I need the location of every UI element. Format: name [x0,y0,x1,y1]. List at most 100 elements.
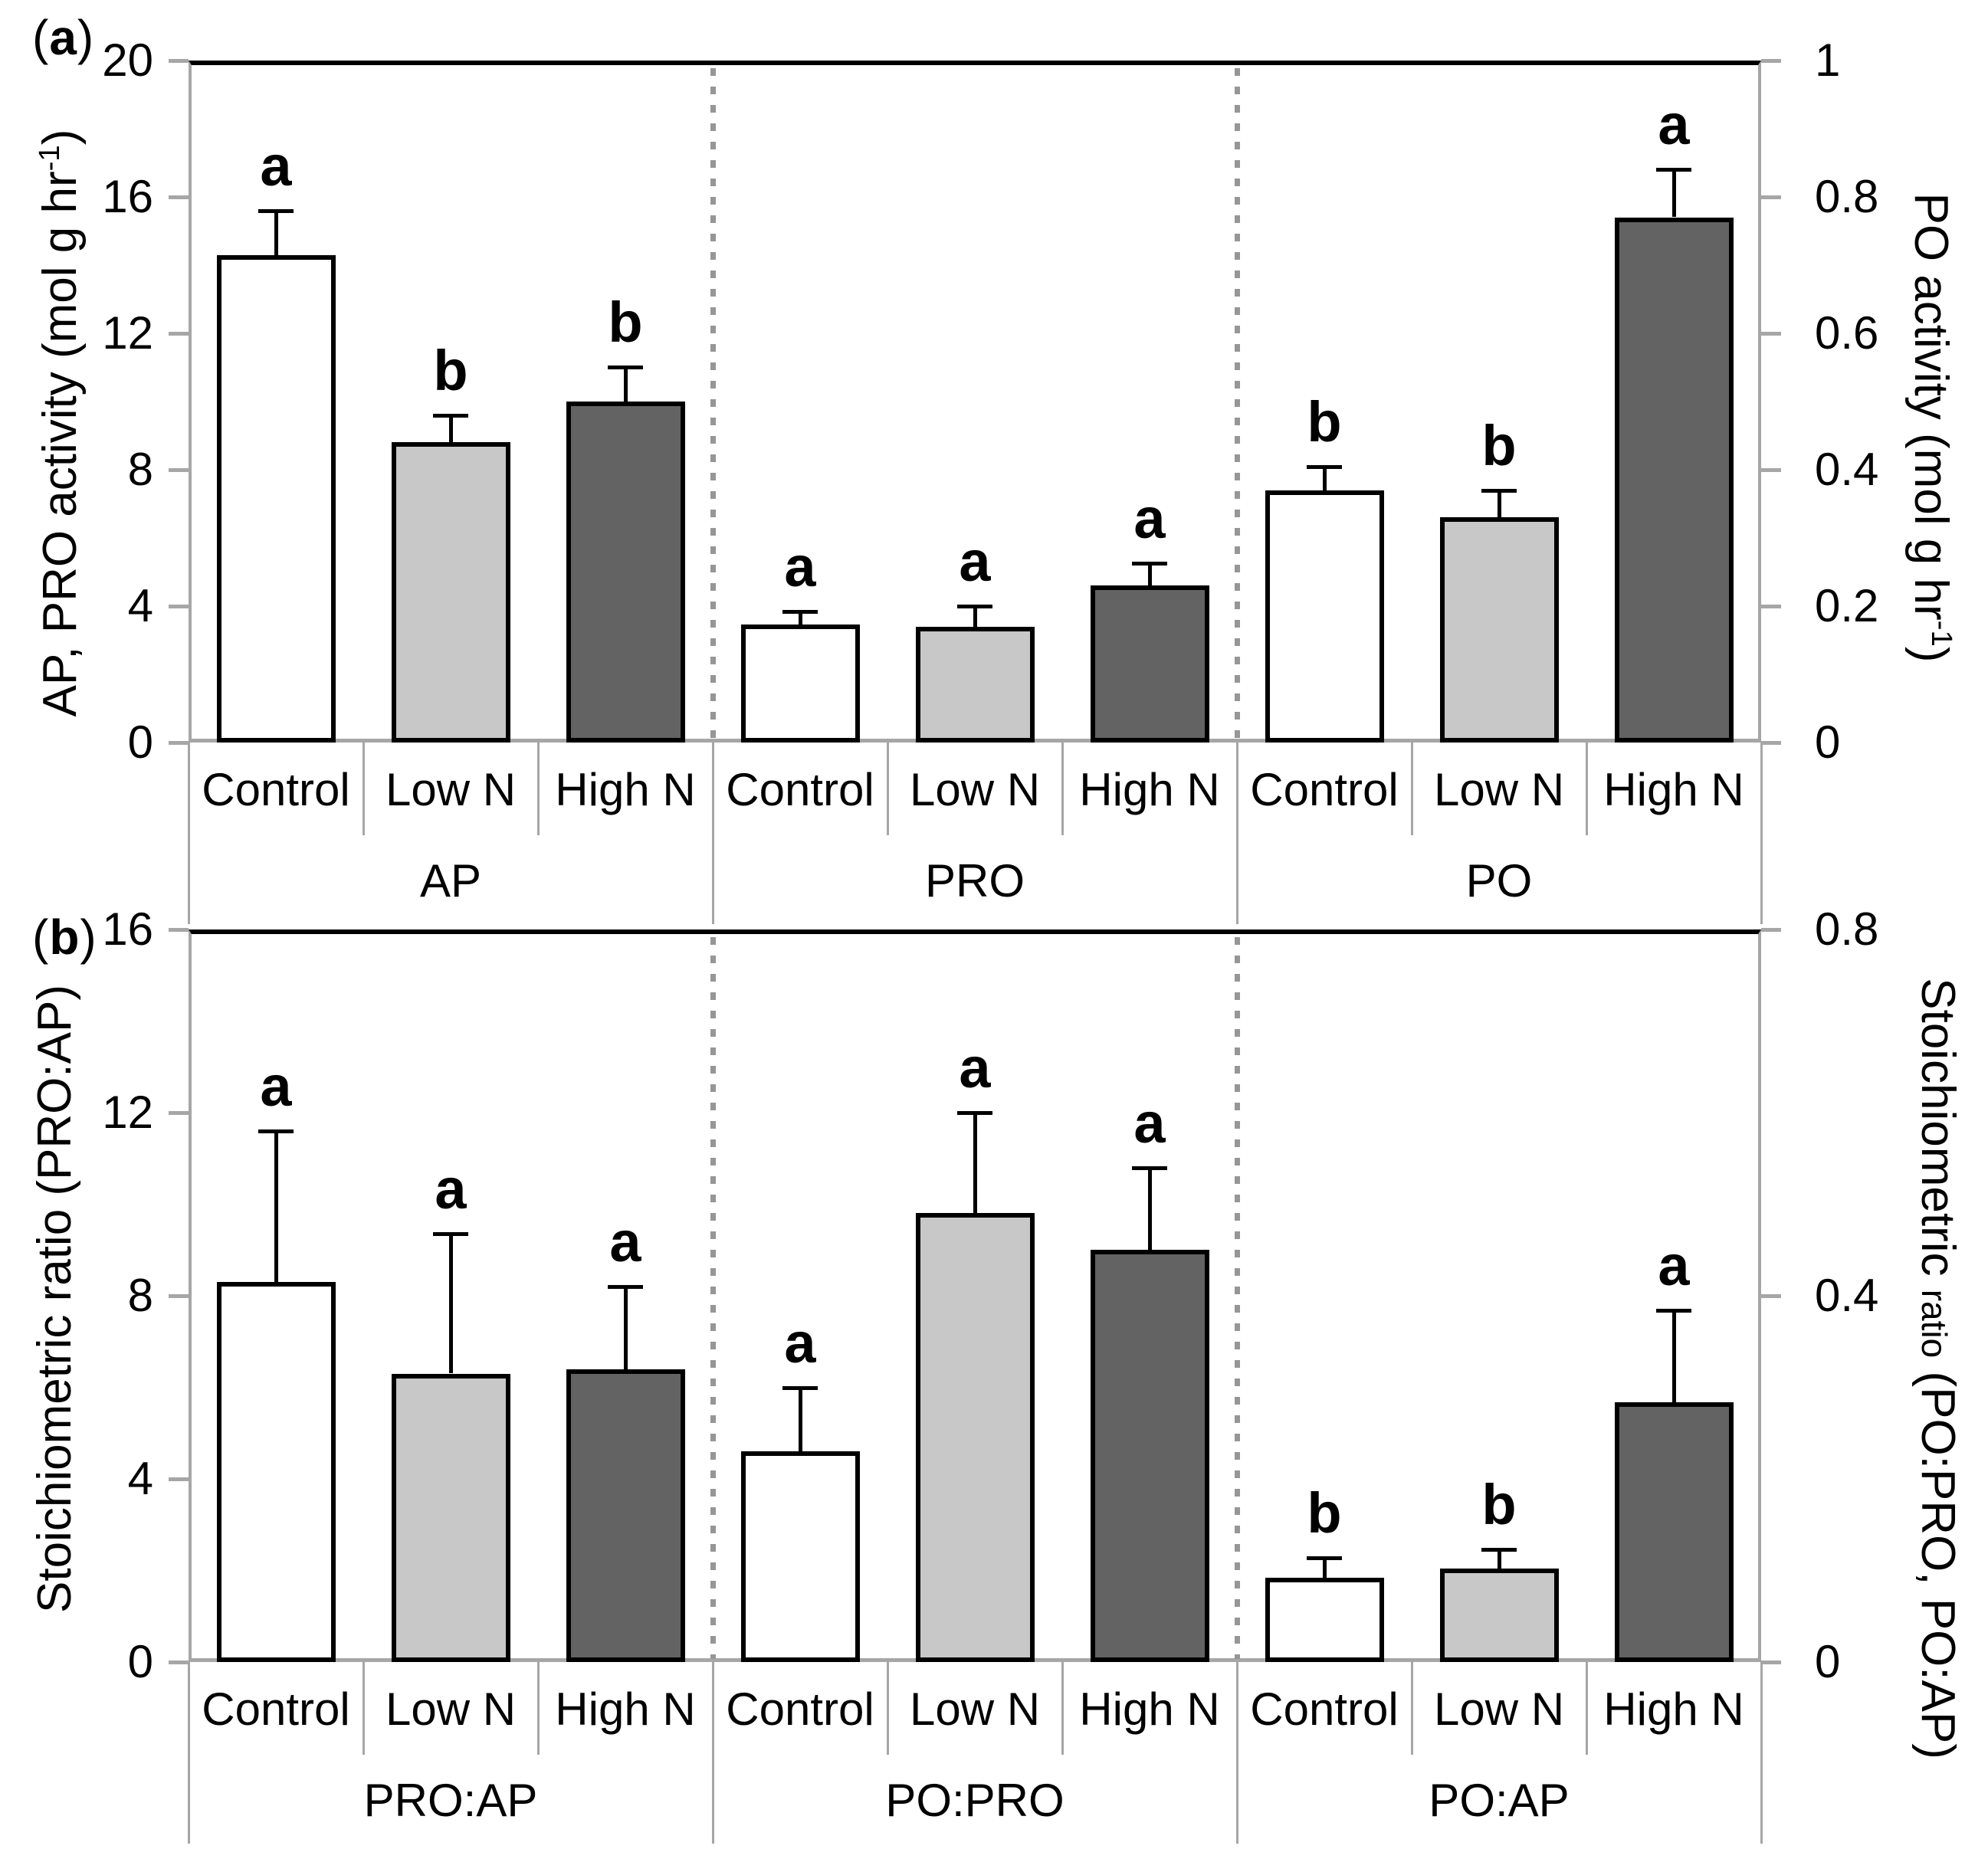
right-axis-tick-label: 0.6 [1815,307,1879,359]
panel-a-label: (a) [32,11,94,64]
sig-letter: a [959,1036,991,1100]
bar [1440,1569,1559,1662]
left-axis-tick-label: 12 [102,307,153,359]
category-cell-divider [1236,1662,1238,1755]
group-cell-divider [188,1755,190,1844]
bar [916,627,1035,743]
bar [392,1374,510,1662]
category-cell-divider [537,1662,540,1755]
left-axis-tick-mark [169,468,189,472]
error-bar-line [1323,467,1327,490]
left-axis-tick-label: 16 [102,171,153,222]
right-axis-tick-mark [1761,195,1781,199]
category-label: Low N [1433,1683,1565,1735]
right-axis-tick-mark [1761,928,1781,932]
error-bar-line [1498,1549,1501,1569]
panel-b-paren-close: ) [80,910,97,965]
group-label: AP [419,855,482,906]
left-axis-tick-mark [169,1111,189,1115]
panel-b-paren-open: ( [32,910,50,965]
group-label: PRO [924,855,1025,906]
bar [217,1282,336,1662]
right-axis-tick-label: 0.8 [1815,171,1879,222]
error-bar-cap [1481,489,1517,493]
left-axis-tick-mark [169,1660,189,1664]
bar [1615,218,1734,743]
error-bar-line [973,1113,977,1213]
category-label: High N [555,764,696,815]
category-cell-divider [887,1662,889,1755]
left-axis-tick-mark [169,332,189,336]
left-axis-tick-label: 8 [127,1270,153,1321]
category-cell-divider [1760,1662,1763,1755]
error-bar-cap [433,414,468,418]
left-axis-tick-label: 12 [102,1087,153,1138]
error-bar-cap [782,610,818,614]
category-label: High N [1079,764,1220,815]
error-bar-cap [608,1285,643,1289]
error-bar-cap [1481,1548,1517,1552]
category-cell-divider [1061,743,1064,835]
error-bar-line [624,367,628,402]
category-label: Low N [1433,764,1565,815]
category-cell-divider [712,1662,714,1755]
sig-letter: b [1307,390,1342,454]
left-axis-tick-mark [169,605,189,608]
category-cell-divider [1760,743,1763,835]
bar [1440,517,1559,743]
category-cell-divider [1061,1662,1064,1755]
left-axis-tick-label: 16 [102,903,153,955]
sig-letter: b [1481,1473,1517,1536]
group-separator [1235,937,1240,1659]
error-bar-line [799,1388,802,1452]
right-axis-tick-label: 0 [1815,716,1841,768]
error-bar-line [1323,1558,1327,1578]
sig-letter: a [1658,1234,1690,1297]
category-cell-divider [537,743,540,835]
bar [1615,1402,1734,1662]
right-axis-tick-mark [1761,59,1781,63]
right-axis-tick-label: 0.2 [1815,580,1879,631]
group-label: PRO:AP [363,1775,538,1826]
error-bar-cap [782,1386,818,1390]
category-label: Control [1250,1683,1399,1735]
error-bar-line [449,415,453,443]
right-axis-tick-mark [1761,332,1781,336]
right-axis-tick-label: 0.4 [1815,1270,1879,1321]
error-bar-line [274,1131,278,1282]
right-axis-tick-mark [1761,741,1781,745]
left-axis-tick-mark [169,1294,189,1298]
category-label: Low N [385,764,517,815]
group-cell-divider [712,1755,714,1844]
error-bar-line [449,1234,453,1373]
panel-b-label: (b) [32,910,97,964]
sig-letter: a [260,134,292,198]
category-cell-divider [712,743,714,835]
left-axis-tick-label: 20 [102,34,153,86]
sig-letter: a [784,1311,816,1375]
group-separator [710,937,716,1659]
category-label: Control [726,764,874,815]
error-bar-cap [258,1129,294,1133]
error-bar-line [1148,1168,1152,1251]
right-axis-tick-label: 0.4 [1815,444,1879,495]
category-cell-divider [188,1662,190,1755]
right-axis-tick-mark [1761,1660,1781,1664]
group-cell-divider [188,835,190,924]
bar [1265,490,1384,743]
sig-letter: b [1481,414,1517,477]
right-axis-tick-mark [1761,1294,1781,1298]
category-cell-divider [1411,743,1413,835]
panel-a-paren-open: ( [32,10,50,65]
sig-letter: a [959,529,991,593]
panel-a-paren-close: ) [77,10,95,65]
category-label: High N [1603,764,1744,815]
sig-letter: a [1133,487,1166,550]
category-label: High N [555,1683,696,1735]
bar [566,1369,685,1662]
category-cell-divider [362,743,365,835]
error-bar-cap [957,1111,992,1115]
group-cell-divider [1760,1755,1763,1844]
category-cell-divider [1236,743,1238,835]
